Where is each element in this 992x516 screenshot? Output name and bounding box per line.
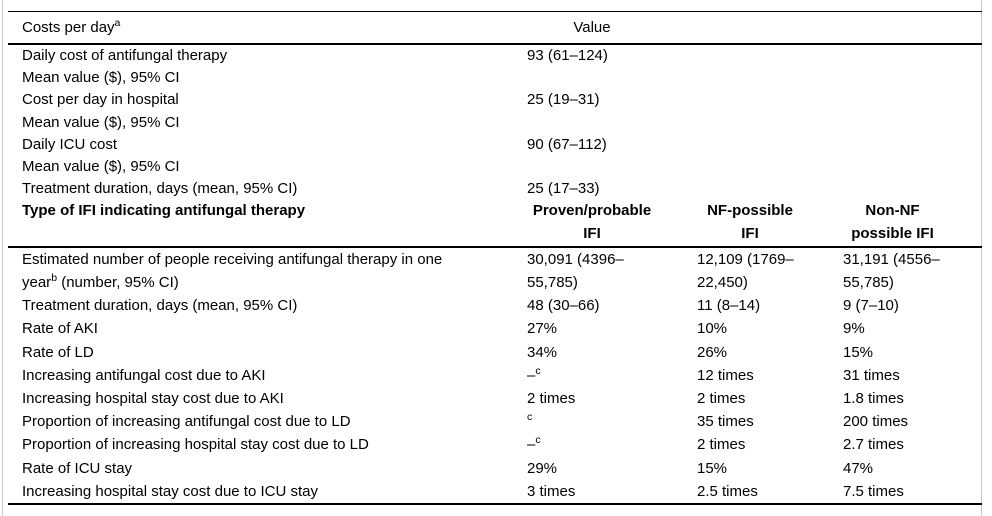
footnote-marker: c bbox=[527, 411, 533, 424]
column-header: NF-possible IFI bbox=[707, 202, 793, 242]
value-cell: 7.5 times bbox=[843, 482, 904, 500]
table-row: Rate of AKI 27% 10% 9% bbox=[8, 317, 982, 340]
table-row: Proportion of increasing antifungal cost… bbox=[8, 410, 982, 433]
table-row: Treatment duration, days (mean, 95% CI) 2… bbox=[8, 178, 982, 200]
row-label: Increasing antifungal cost due to AKI bbox=[22, 366, 266, 384]
row-label: Estimated number of people receiving ant… bbox=[22, 250, 443, 292]
table-row: Daily cost of antifungal therapy Mean val… bbox=[8, 45, 982, 89]
footnote-marker: b bbox=[51, 272, 58, 285]
header-divider-rule bbox=[8, 43, 982, 45]
value-cell: 31,191 (4556– 55,785) bbox=[843, 250, 940, 292]
table-row: Estimated number of people receiving ant… bbox=[8, 248, 982, 294]
value-cell: 2 times bbox=[697, 390, 746, 408]
value-cell: 9% bbox=[843, 320, 865, 338]
costs-per-day-header: Costs per daya bbox=[8, 17, 527, 39]
row-label: Increasing hospital stay cost due to AKI bbox=[22, 390, 284, 408]
value-cell: –c bbox=[527, 364, 541, 384]
costs-per-day-label: Costs per day bbox=[22, 19, 115, 36]
row-label: Rate of AKI bbox=[22, 320, 98, 338]
value-cell: –c bbox=[527, 434, 541, 454]
value-cell: 12,109 (1769– 22,450) bbox=[697, 250, 794, 292]
right-edge-line bbox=[981, 0, 982, 516]
value-cell: 1.8 times bbox=[843, 390, 904, 408]
value-cell: 3 times bbox=[527, 482, 576, 500]
table-bottom-rule bbox=[8, 503, 982, 506]
value-cell: 26% bbox=[697, 343, 728, 361]
value-cell: 48 (30–66) bbox=[527, 297, 600, 315]
value-cell: 34% bbox=[527, 343, 558, 361]
table-row: Treatment duration, days (mean, 95% CI) 4… bbox=[8, 294, 982, 317]
row-label-line: Mean value ($), 95% CI bbox=[22, 69, 180, 87]
row-label: Daily cost of antifungal therapy Mean val… bbox=[8, 45, 527, 89]
costs-table: Costs per daya Value Daily cost of antif… bbox=[8, 11, 982, 506]
table-top-rule bbox=[8, 11, 982, 12]
mid-divider-rule bbox=[8, 245, 982, 248]
table-row: Increasing antifungal cost due to AKI –c 1… bbox=[8, 364, 982, 387]
footnote-marker: c bbox=[535, 364, 541, 377]
value-cell: 93 (61–124) bbox=[527, 47, 608, 64]
row-label: Treatment duration, days (mean, 95% CI) bbox=[22, 297, 298, 315]
value-cell: 2 times bbox=[697, 436, 746, 454]
row-label: Cost per day in hospital Mean value ($), … bbox=[8, 89, 527, 133]
value-cell: 29% bbox=[527, 459, 558, 477]
footnote-a-marker: a bbox=[114, 17, 121, 29]
row-label: Treatment duration, days (mean, 95% CI) bbox=[8, 178, 527, 200]
table-row: Rate of LD 34% 26% 15% bbox=[8, 341, 982, 364]
row-label-line: Daily ICU cost bbox=[22, 135, 118, 153]
value-cell: 200 times bbox=[843, 413, 909, 431]
row-label: Daily ICU cost Mean value ($), 95% CI bbox=[8, 134, 527, 178]
row-label-line: Mean value ($), 95% CI bbox=[22, 113, 180, 131]
value-cell: 35 times bbox=[697, 413, 754, 431]
table-row: Proportion of increasing hospital stay c… bbox=[8, 433, 982, 456]
value-cell: 10% bbox=[697, 320, 728, 338]
footnote-marker: c bbox=[535, 434, 541, 447]
column-header: Proven/probable IFI bbox=[532, 202, 652, 242]
main-rows: Estimated number of people receiving ant… bbox=[8, 248, 982, 503]
table-row: Daily ICU cost Mean value ($), 95% CI 90 (… bbox=[8, 134, 982, 178]
ifi-type-header-row: Type of IFI indicating antifungal therap… bbox=[8, 200, 982, 245]
table-row: Increasing hospital stay cost due to AKI… bbox=[8, 387, 982, 410]
value-cell: 25 (17–33) bbox=[527, 180, 600, 198]
value-cell: 15% bbox=[843, 343, 874, 361]
left-edge-line bbox=[2, 0, 3, 516]
row-label: Proportion of increasing hospital stay c… bbox=[22, 436, 369, 454]
value-cell: 47% bbox=[843, 459, 874, 477]
value-column-header: Value bbox=[573, 19, 611, 36]
row-label-line: Mean value ($), 95% CI bbox=[22, 158, 180, 176]
column-header: Non-NF possible IFI bbox=[851, 202, 934, 242]
value-cell: 27% bbox=[527, 320, 558, 338]
row-label-line: Cost per day in hospital bbox=[22, 91, 179, 109]
row-label: Increasing hospital stay cost due to ICU… bbox=[22, 482, 318, 500]
value-cell: 30,091 (4396– 55,785) bbox=[527, 250, 624, 292]
value-cell: 90 (67–112) bbox=[527, 135, 607, 153]
table-row: Increasing hospital stay cost due to ICU… bbox=[8, 480, 982, 503]
value-cell: 11 (8–14) bbox=[697, 297, 761, 315]
value-cell: 2.7 times bbox=[843, 436, 904, 454]
row-label: Rate of ICU stay bbox=[22, 459, 133, 477]
row-label: Proportion of increasing antifungal cost… bbox=[22, 413, 351, 431]
row-label-line: Treatment duration, days (mean, 95% CI) bbox=[22, 180, 298, 198]
row-label-line: Daily cost of antifungal therapy bbox=[22, 47, 228, 64]
value-cell: 31 times bbox=[843, 366, 900, 384]
value-cell: 25 (19–31) bbox=[527, 91, 600, 109]
table-header-row: Costs per daya Value bbox=[8, 12, 982, 43]
value-cell: 2 times bbox=[527, 390, 576, 408]
ifi-type-header-label: Type of IFI indicating antifungal therap… bbox=[22, 202, 306, 220]
table-row: Cost per day in hospital Mean value ($), … bbox=[8, 89, 982, 133]
value-cell: 15% bbox=[697, 459, 728, 477]
table-row: Rate of ICU stay 29% 15% 47% bbox=[8, 457, 982, 480]
value-cell: 2.5 times bbox=[697, 482, 758, 500]
top-rows: Daily cost of antifungal therapy Mean val… bbox=[8, 45, 982, 200]
value-cell: c bbox=[527, 410, 697, 433]
row-label: Rate of LD bbox=[22, 343, 94, 361]
value-cell: 9 (7–10) bbox=[843, 297, 899, 315]
value-cell: 12 times bbox=[697, 366, 754, 384]
